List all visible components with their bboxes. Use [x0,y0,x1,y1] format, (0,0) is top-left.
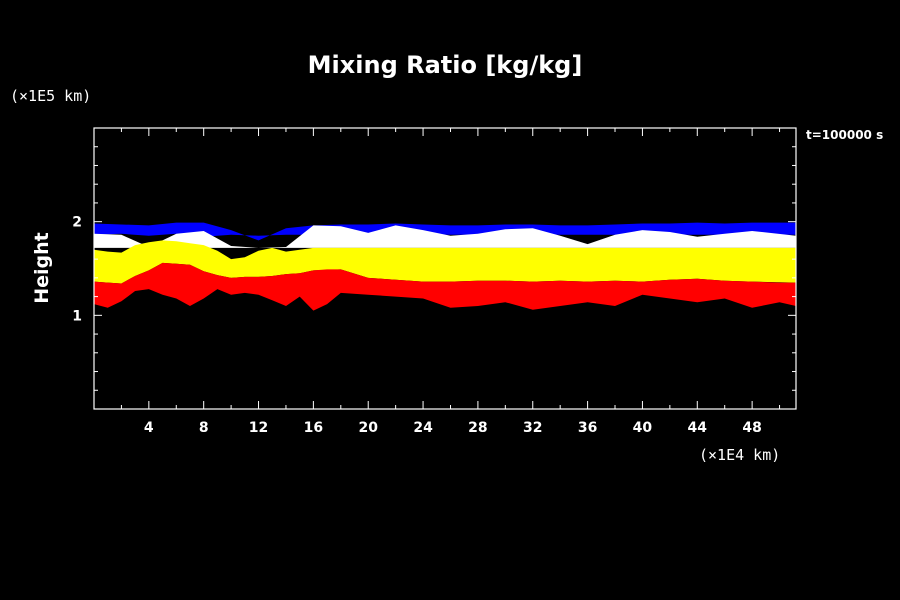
x-tick-label: 24 [413,420,433,436]
x-tick-label: 28 [468,420,487,436]
time-label: t=100000 s [806,128,883,142]
x-tick-label: 44 [688,420,708,436]
x-unit-label: (×1E4 km) [699,446,780,464]
x-tick-label: 8 [199,420,209,436]
y-axis-label: Height [31,232,53,304]
x-tick-label: 4 [144,420,154,436]
band-yellow [94,240,796,284]
x-tick-label: 32 [523,420,542,436]
band-blue [94,222,796,241]
x-tick-label: 20 [358,420,378,436]
plot-frame [93,127,797,410]
y-tick-label: 2 [72,215,82,231]
band-white [94,225,796,248]
x-tick-label: 12 [249,420,268,436]
band-red [94,262,796,311]
chart-title: Mixing Ratio [kg/kg] [308,51,583,79]
x-tick-label: 36 [578,420,597,436]
x-tick-label: 40 [633,420,653,436]
x-tick-label: 48 [742,420,761,436]
tick-layer [94,128,796,409]
field-layer [94,222,796,311]
y-unit-label: (×1E5 km) [10,87,91,105]
x-tick-label: 16 [304,420,323,436]
y-tick-label: 1 [72,308,82,324]
